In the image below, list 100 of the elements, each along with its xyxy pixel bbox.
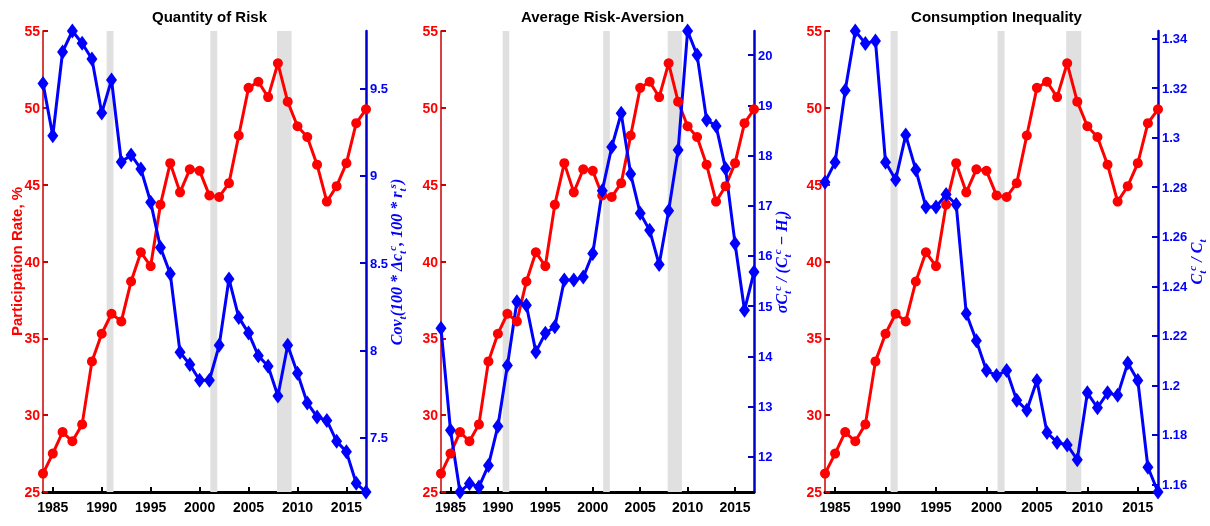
point bbox=[1122, 181, 1133, 192]
point bbox=[920, 199, 932, 215]
point bbox=[184, 357, 196, 373]
point bbox=[900, 127, 912, 143]
y-tick-label: 35 bbox=[806, 330, 823, 347]
point bbox=[263, 92, 274, 103]
point bbox=[1072, 96, 1083, 107]
x-tick-label: 1990 bbox=[86, 499, 118, 515]
point bbox=[900, 316, 911, 327]
point bbox=[454, 427, 465, 438]
point bbox=[606, 191, 617, 202]
point bbox=[175, 187, 186, 198]
point bbox=[350, 475, 362, 491]
point bbox=[282, 337, 294, 353]
point bbox=[164, 266, 176, 282]
point bbox=[991, 368, 1003, 384]
point bbox=[282, 96, 293, 107]
point bbox=[96, 105, 108, 121]
point bbox=[473, 479, 485, 495]
y2-tick-label: 1.18 bbox=[1162, 427, 1188, 443]
point bbox=[606, 139, 618, 155]
point bbox=[243, 325, 255, 341]
x-tick-label: 2010 bbox=[281, 499, 314, 515]
point bbox=[840, 427, 851, 438]
point bbox=[252, 348, 264, 364]
y2-tick-label: 16 bbox=[758, 248, 773, 264]
point bbox=[1082, 121, 1093, 132]
point bbox=[748, 264, 760, 280]
point bbox=[1132, 158, 1143, 169]
x-tick-label: 2015 bbox=[719, 499, 751, 515]
point bbox=[839, 82, 851, 98]
y2-tick-label: 1.28 bbox=[1162, 179, 1188, 195]
y-tick-label: 30 bbox=[422, 407, 439, 424]
point bbox=[710, 118, 722, 134]
point bbox=[1031, 82, 1042, 93]
point bbox=[243, 82, 254, 93]
y-tick-label: 30 bbox=[806, 407, 823, 424]
point bbox=[253, 76, 264, 87]
point bbox=[941, 199, 952, 210]
point bbox=[890, 172, 902, 188]
y-tick-label: 35 bbox=[422, 330, 439, 347]
y2-tick-label: 1.2 bbox=[1162, 377, 1181, 393]
point bbox=[625, 130, 636, 141]
point bbox=[961, 187, 972, 198]
y2-tick-label: 18 bbox=[758, 148, 773, 164]
point bbox=[971, 164, 982, 175]
point bbox=[682, 23, 694, 39]
y-tick-label: 55 bbox=[24, 23, 41, 39]
point bbox=[849, 23, 861, 39]
point bbox=[145, 261, 156, 272]
point bbox=[106, 72, 118, 88]
point bbox=[204, 190, 215, 201]
point bbox=[673, 96, 684, 107]
point bbox=[454, 484, 466, 500]
point bbox=[910, 162, 922, 178]
point bbox=[568, 187, 579, 198]
x-tick-label: 2005 bbox=[1021, 499, 1053, 515]
point bbox=[1091, 400, 1103, 416]
point bbox=[37, 75, 49, 91]
point bbox=[1122, 355, 1134, 371]
point bbox=[701, 112, 713, 128]
point bbox=[444, 422, 456, 438]
point bbox=[931, 261, 941, 272]
point bbox=[233, 309, 245, 325]
point bbox=[351, 118, 362, 129]
point bbox=[1081, 385, 1093, 401]
y-tick-label: 25 bbox=[422, 484, 439, 500]
point bbox=[596, 183, 608, 199]
point bbox=[587, 245, 599, 261]
point bbox=[549, 199, 560, 210]
point bbox=[1132, 372, 1144, 388]
point bbox=[203, 372, 215, 388]
point bbox=[860, 419, 871, 430]
point bbox=[1061, 437, 1073, 453]
y2-tick-label: 9.5 bbox=[370, 81, 389, 97]
point bbox=[511, 294, 523, 310]
y2-tick-label: 1.26 bbox=[1162, 229, 1188, 245]
point bbox=[311, 409, 323, 425]
point bbox=[1112, 196, 1123, 207]
y-tick-label: 40 bbox=[806, 253, 823, 270]
point bbox=[1112, 387, 1124, 403]
point bbox=[930, 199, 942, 215]
y2-tick-label: 14 bbox=[758, 348, 774, 364]
point bbox=[577, 269, 589, 285]
point bbox=[174, 344, 186, 360]
point bbox=[1051, 434, 1063, 450]
point bbox=[445, 448, 456, 459]
x-tick-label: 2005 bbox=[624, 499, 656, 515]
point bbox=[981, 165, 992, 176]
point bbox=[1031, 372, 1043, 388]
x-tick-label: 1990 bbox=[482, 499, 514, 515]
point bbox=[86, 356, 97, 367]
point bbox=[521, 276, 532, 287]
point bbox=[692, 132, 703, 143]
point bbox=[47, 128, 59, 144]
point bbox=[616, 178, 627, 189]
point bbox=[1071, 452, 1083, 468]
point bbox=[502, 308, 513, 319]
point bbox=[321, 412, 333, 428]
y2-tick-label: 15 bbox=[758, 298, 773, 314]
